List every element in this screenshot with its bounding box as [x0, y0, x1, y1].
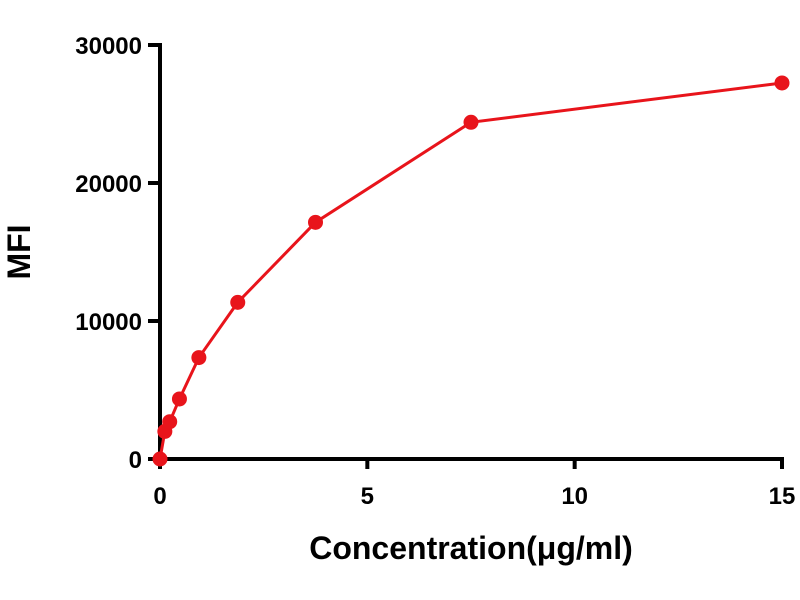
x-tick-label: 5: [361, 483, 374, 510]
y-tick-label: 10000: [75, 309, 142, 336]
y-axis-label: MFI: [1, 224, 37, 279]
data-point: [308, 214, 323, 230]
y-tick-label: 20000: [75, 171, 142, 198]
series-line: [158, 81, 783, 460]
data-point: [191, 350, 207, 366]
axes: 0 5 10 15 0 10000 20000 30000: [75, 33, 795, 510]
y-tick-label: 0: [129, 447, 142, 474]
data-point: [774, 75, 790, 91]
x-axis-label: Concentration(μg/ml): [309, 530, 633, 566]
series-marks: [152, 75, 790, 467]
y-tick-label: 30000: [75, 33, 142, 60]
x-tick-label: 10: [561, 483, 588, 510]
data-point: [463, 114, 479, 130]
x-tick-label: 15: [769, 483, 796, 510]
data-point: [162, 414, 178, 430]
data-point: [171, 391, 187, 407]
data-point: [230, 294, 246, 310]
x-tick-label: 0: [153, 483, 166, 510]
data-point: [152, 451, 168, 467]
